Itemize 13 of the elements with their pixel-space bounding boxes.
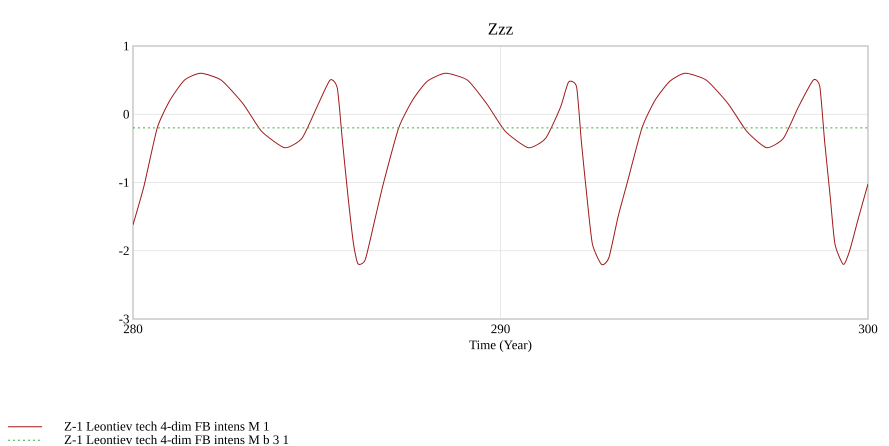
y-tick-label: 1: [124, 42, 129, 50]
legend-label: Z-1 Leontiev tech 4-dim FB intens M 1: [64, 421, 269, 431]
y-tick-label: -1: [119, 178, 129, 187]
x-axis-title: Time (Year): [469, 340, 532, 352]
chart-title: Zzz: [488, 23, 513, 34]
x-tick-label: 300: [858, 324, 878, 334]
x-tick-label: 280: [124, 324, 142, 334]
y-tick-label: -2: [119, 246, 129, 256]
legend-label: Z-1 Leontiev tech 4-dim FB intens M b 3 1: [64, 434, 288, 444]
line-series: [133, 72, 868, 265]
y-tick-label: 0: [123, 110, 129, 119]
y-tick-label: -3: [119, 314, 129, 324]
x-tick-label: 290: [491, 324, 510, 334]
